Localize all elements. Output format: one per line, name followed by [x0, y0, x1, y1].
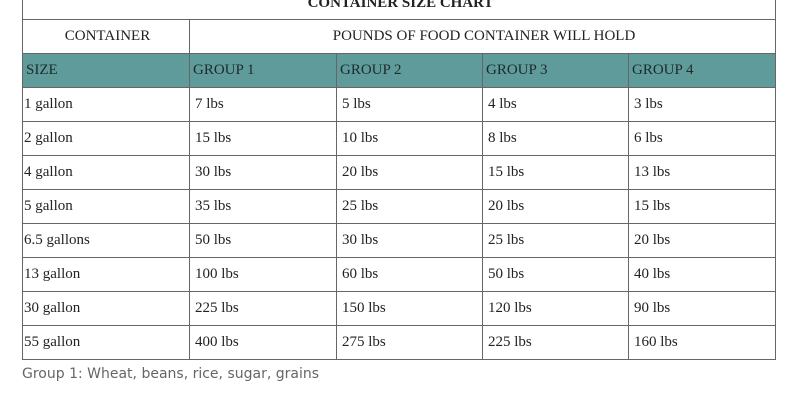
table-cell: 15 lbs	[189, 121, 337, 156]
table-cell: 60 lbs	[336, 257, 483, 292]
table-cell: 4 gallon	[22, 155, 190, 190]
table-cell: 13 gallon	[22, 257, 190, 292]
table-row: 1 gallon 7 lbs 5 lbs 4 lbs 3 lbs	[22, 87, 777, 122]
table-cell: 90 lbs	[627, 291, 777, 326]
table-cell: 55 gallon	[22, 325, 190, 360]
table-cell: 40 lbs	[627, 257, 777, 292]
table-cell: 120 lbs	[482, 291, 629, 326]
table-cell: 20 lbs	[482, 189, 629, 224]
table-cell: 3 lbs	[627, 87, 777, 122]
table-cell: 13 lbs	[627, 155, 777, 190]
table-cell: 50 lbs	[482, 257, 629, 292]
table-cell: 20 lbs	[336, 155, 483, 190]
table-cell: 8 lbs	[482, 121, 629, 156]
table-cell: 150 lbs	[336, 291, 483, 326]
column-header: SIZE	[22, 53, 190, 88]
table-cell: 6.5 gallons	[22, 223, 190, 258]
table-row: 30 gallon 225 lbs 150 lbs 120 lbs 90 lbs	[22, 291, 777, 326]
table-cell: 10 lbs	[336, 121, 483, 156]
table-cell: 225 lbs	[189, 291, 337, 326]
table-cell: 100 lbs	[189, 257, 337, 292]
table-cell: 50 lbs	[189, 223, 337, 258]
column-header: GROUP 1	[189, 53, 337, 88]
table-cell: 5 lbs	[336, 87, 483, 122]
table-cell: 4 lbs	[482, 87, 629, 122]
table-cell: 25 lbs	[482, 223, 629, 258]
table-cell: 5 gallon	[22, 189, 190, 224]
table-row: 5 gallon 35 lbs 25 lbs 20 lbs 15 lbs	[22, 189, 777, 224]
column-header: GROUP 4	[627, 53, 777, 88]
column-header: GROUP 2	[336, 53, 483, 88]
table-cell: 20 lbs	[627, 223, 777, 258]
note: Group 1: Wheat, beans, rice, sugar, grai…	[22, 366, 320, 382]
table-row: 6.5 gallons 50 lbs 30 lbs 25 lbs 20 lbs	[22, 223, 777, 258]
column-header: GROUP 3	[482, 53, 629, 88]
table-cell: 2 gallon	[22, 121, 190, 156]
table-cell: 30 lbs	[336, 223, 483, 258]
table-cell: 400 lbs	[189, 325, 337, 360]
table-cell: 30 gallon	[22, 291, 190, 326]
table-row: 55 gallon 400 lbs 275 lbs 225 lbs 160 lbs	[22, 325, 777, 360]
table-cell: 160 lbs	[627, 325, 777, 360]
table-row: 2 gallon 15 lbs 10 lbs 8 lbs 6 lbs	[22, 121, 777, 156]
table-body: 1 gallon 7 lbs 5 lbs 4 lbs 3 lbs 2 gallon 15 l…	[22, 87, 777, 360]
table-cell: 7 lbs	[189, 87, 337, 122]
table-cell: 275 lbs	[336, 325, 483, 360]
table-row: 13 gallon 100 lbs 60 lbs 50 lbs 40 lbs	[22, 257, 777, 292]
table-cell: 30 lbs	[189, 155, 337, 190]
table-cell: 6 lbs	[627, 121, 777, 156]
group-header: CONTAINER	[22, 19, 190, 54]
table-cell: 1 gallon	[22, 87, 190, 122]
table-title: CONTAINER SIZE CHART	[21, 0, 777, 20]
column-header-row: SIZE GROUP 1 GROUP 2 GROUP 3 GROUP 4	[22, 53, 777, 88]
group-header: POUNDS OF FOOD CONTAINER WILL HOLD	[188, 19, 777, 54]
container-size-table: CONTAINER SIZE CHART CONTAINER POUNDS OF…	[21, 0, 777, 360]
table-cell: 225 lbs	[482, 325, 629, 360]
table-cell: 15 lbs	[482, 155, 629, 190]
table-row: 4 gallon 30 lbs 20 lbs 15 lbs 13 lbs	[22, 155, 777, 190]
table-cell: 25 lbs	[336, 189, 483, 224]
table-cell: 15 lbs	[627, 189, 777, 224]
table-cell: 35 lbs	[189, 189, 337, 224]
